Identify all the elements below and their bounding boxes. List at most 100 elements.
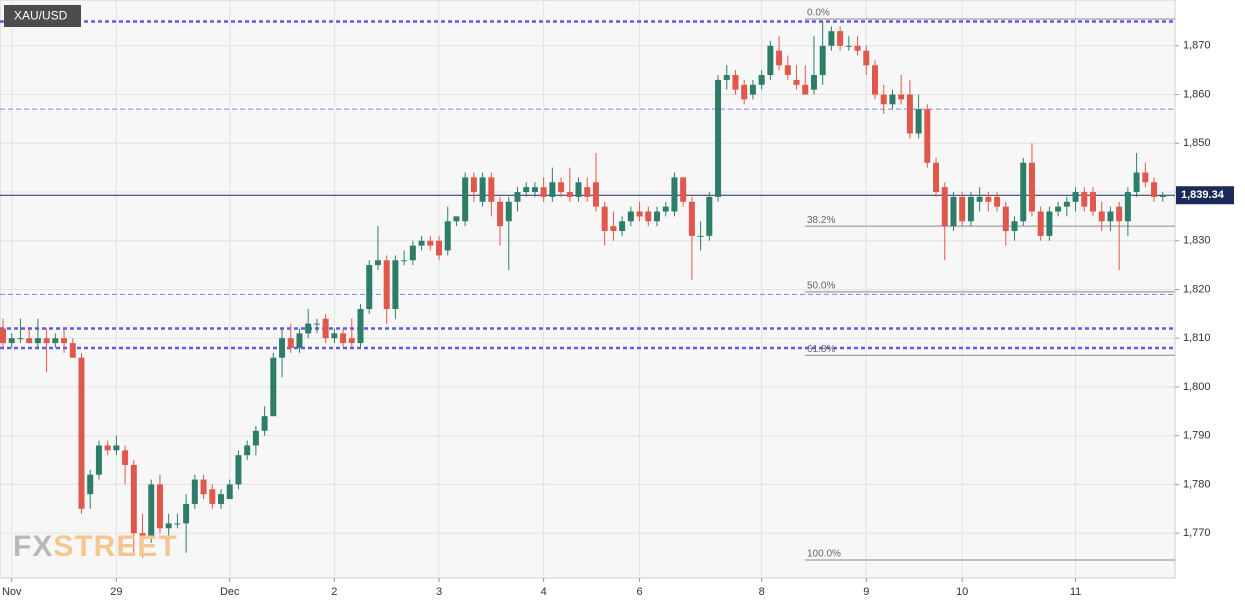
candle-body xyxy=(723,75,730,80)
candle-body xyxy=(837,31,844,46)
candle-body xyxy=(680,177,687,202)
candle-body xyxy=(915,109,922,134)
candle-body xyxy=(261,416,268,431)
x-tick-label: 3 xyxy=(436,586,442,598)
candle-body xyxy=(549,182,556,197)
candle-body xyxy=(78,357,85,509)
candle-body xyxy=(976,196,983,202)
candle-body xyxy=(218,494,224,504)
candle-body xyxy=(200,479,207,495)
candle-body xyxy=(17,338,24,340)
candle-body xyxy=(758,75,765,85)
candle-body xyxy=(331,333,338,339)
candle-body xyxy=(1020,162,1027,222)
x-tick-label: 9 xyxy=(863,586,869,598)
candle-body xyxy=(784,65,791,76)
candle-body xyxy=(43,338,50,344)
candle-body xyxy=(235,455,242,485)
candle-body xyxy=(287,338,294,348)
candle-body xyxy=(270,357,277,417)
candle-body xyxy=(662,206,669,212)
candle-body xyxy=(950,196,957,227)
fib-label: 100.0% xyxy=(807,549,841,560)
candle-body xyxy=(558,182,565,193)
candle-body xyxy=(392,260,399,309)
y-tick-label: 1,790 xyxy=(1183,430,1211,442)
watermark: FXSTREET xyxy=(13,530,178,563)
candle-body xyxy=(671,177,678,212)
watermark-left: FX xyxy=(13,530,53,563)
candle-body xyxy=(767,45,774,76)
title-box xyxy=(4,5,81,27)
candle-body xyxy=(906,94,913,134)
x-tick-label: Dec xyxy=(220,586,240,598)
candle-body xyxy=(357,308,364,344)
candle-body xyxy=(479,177,486,202)
x-tick-label: 8 xyxy=(759,586,765,598)
candle-body xyxy=(741,84,748,100)
x-tick-label: 2 xyxy=(331,586,337,598)
candle-body xyxy=(523,187,530,193)
candle-body xyxy=(366,265,373,309)
candle-body xyxy=(776,50,783,66)
candle-body xyxy=(130,464,137,534)
candle-body xyxy=(1107,211,1114,222)
fib-label: 61.8% xyxy=(807,344,835,355)
candle-body xyxy=(409,245,416,261)
candle-body xyxy=(924,109,931,163)
candle-body xyxy=(113,445,120,451)
candle-body xyxy=(584,187,591,197)
candle-body xyxy=(994,196,1001,207)
candle-body xyxy=(279,338,286,358)
candle-body xyxy=(933,162,940,193)
candle-body xyxy=(34,338,41,344)
candle-body xyxy=(566,192,573,197)
x-tick-label: 4 xyxy=(541,586,547,598)
candle-body xyxy=(592,182,599,207)
y-tick-label: 1,810 xyxy=(1183,332,1211,344)
candle-body xyxy=(427,240,434,246)
last-price-box xyxy=(1176,186,1234,205)
candle-body xyxy=(497,201,504,227)
candle-body xyxy=(191,479,198,504)
candle-body xyxy=(889,94,896,105)
candle-body xyxy=(636,211,643,217)
candle-body xyxy=(305,323,312,334)
candle-body xyxy=(95,445,102,475)
candle-body xyxy=(1151,182,1158,197)
chart-title: XAU/USD xyxy=(14,9,68,23)
candle-body xyxy=(715,79,722,197)
candle-body xyxy=(1133,172,1140,193)
candle-body xyxy=(61,338,68,344)
candle-body xyxy=(383,260,390,309)
candle-body xyxy=(854,45,861,51)
fib-label: 38.2% xyxy=(807,215,835,226)
candle-body xyxy=(749,84,756,95)
candle-body xyxy=(645,211,652,222)
candle-body xyxy=(1090,192,1096,212)
candle-body xyxy=(87,474,94,495)
fib-label: 50.0% xyxy=(807,281,835,292)
candle-body xyxy=(209,489,216,504)
candle-body xyxy=(104,445,111,451)
candle-body xyxy=(8,338,15,344)
candle-body xyxy=(1124,192,1131,222)
candle-body xyxy=(0,328,6,344)
candle-body xyxy=(226,484,233,500)
candle-body xyxy=(1142,172,1149,183)
candle-body xyxy=(418,240,425,246)
candle-body xyxy=(819,45,826,76)
candle-body xyxy=(1081,192,1088,207)
axes: 1,7701,7801,7901,8001,8101,8201,8301,840… xyxy=(2,40,1234,598)
y-tick-label: 1,770 xyxy=(1183,527,1211,539)
candle-body xyxy=(156,484,163,529)
candle-body xyxy=(470,177,477,193)
candle-body xyxy=(1063,201,1070,207)
y-tick-label: 1,800 xyxy=(1183,381,1211,393)
candle-body xyxy=(967,196,974,222)
y-tick-label: 1,830 xyxy=(1183,235,1211,247)
candle-body xyxy=(174,523,181,525)
candle-body xyxy=(802,84,809,95)
candle-body xyxy=(531,187,538,193)
candle-body xyxy=(1011,221,1018,232)
